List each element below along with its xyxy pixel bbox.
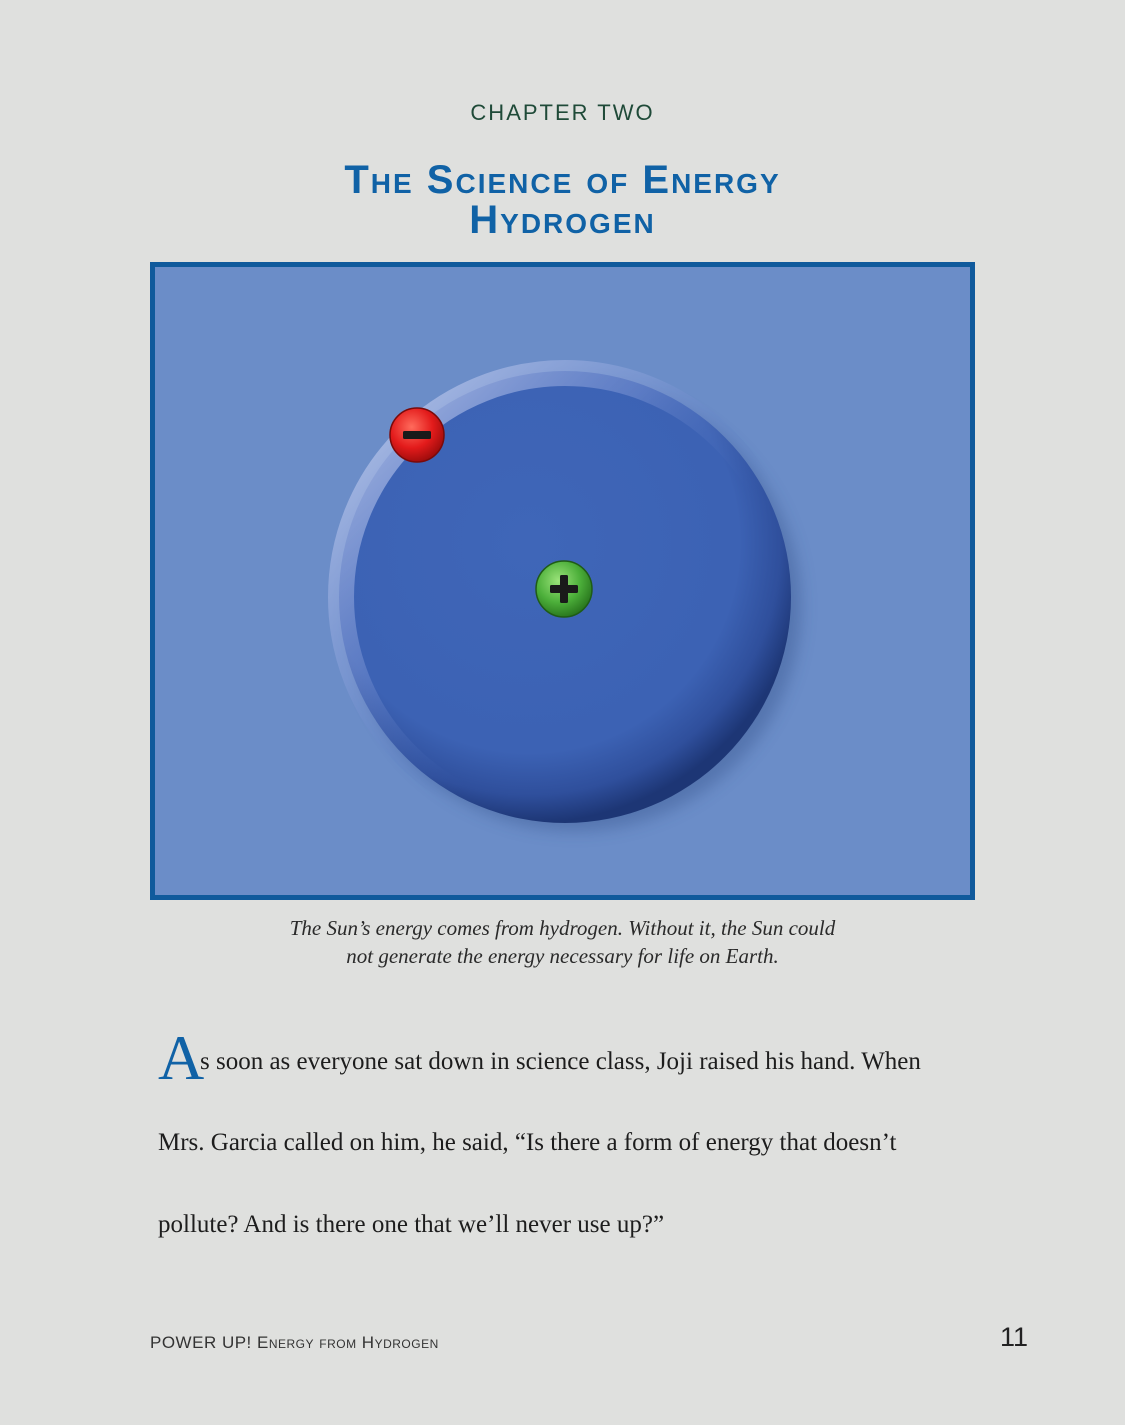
running-footer-title: POWER UP! Energy from Hydrogen xyxy=(150,1333,439,1352)
caption-line-2: not generate the energy necessary for li… xyxy=(346,944,779,968)
figure-caption: The Sun’s energy comes from hydrogen. Wi… xyxy=(0,914,1125,970)
title-line-1: The Science of Energy xyxy=(344,158,781,202)
title-line-2: Hydrogen xyxy=(469,198,656,242)
caption-line-1: The Sun’s energy comes from hydrogen. Wi… xyxy=(289,916,836,940)
drop-cap: A xyxy=(158,1022,205,1093)
page-number: 11 xyxy=(999,1322,1028,1352)
chapter-label: CHAPTER TWO xyxy=(470,100,655,125)
body-line-1: s soon as everyone sat down in science c… xyxy=(200,1048,921,1075)
body-line-3: pollute? And is there one that we’ll nev… xyxy=(158,1211,665,1238)
minus-icon xyxy=(403,431,431,439)
hydrogen-atom-svg xyxy=(328,360,802,834)
plus-icon xyxy=(550,575,578,603)
page-title: The Science of Energy Hydrogen xyxy=(0,160,1125,240)
hydrogen-atom-illustration xyxy=(150,262,975,900)
body-line-2: Mrs. Garcia called on him, he said, “Is … xyxy=(158,1129,897,1156)
proton xyxy=(535,560,593,618)
orbit-highlight xyxy=(328,360,802,834)
electron xyxy=(389,407,445,463)
